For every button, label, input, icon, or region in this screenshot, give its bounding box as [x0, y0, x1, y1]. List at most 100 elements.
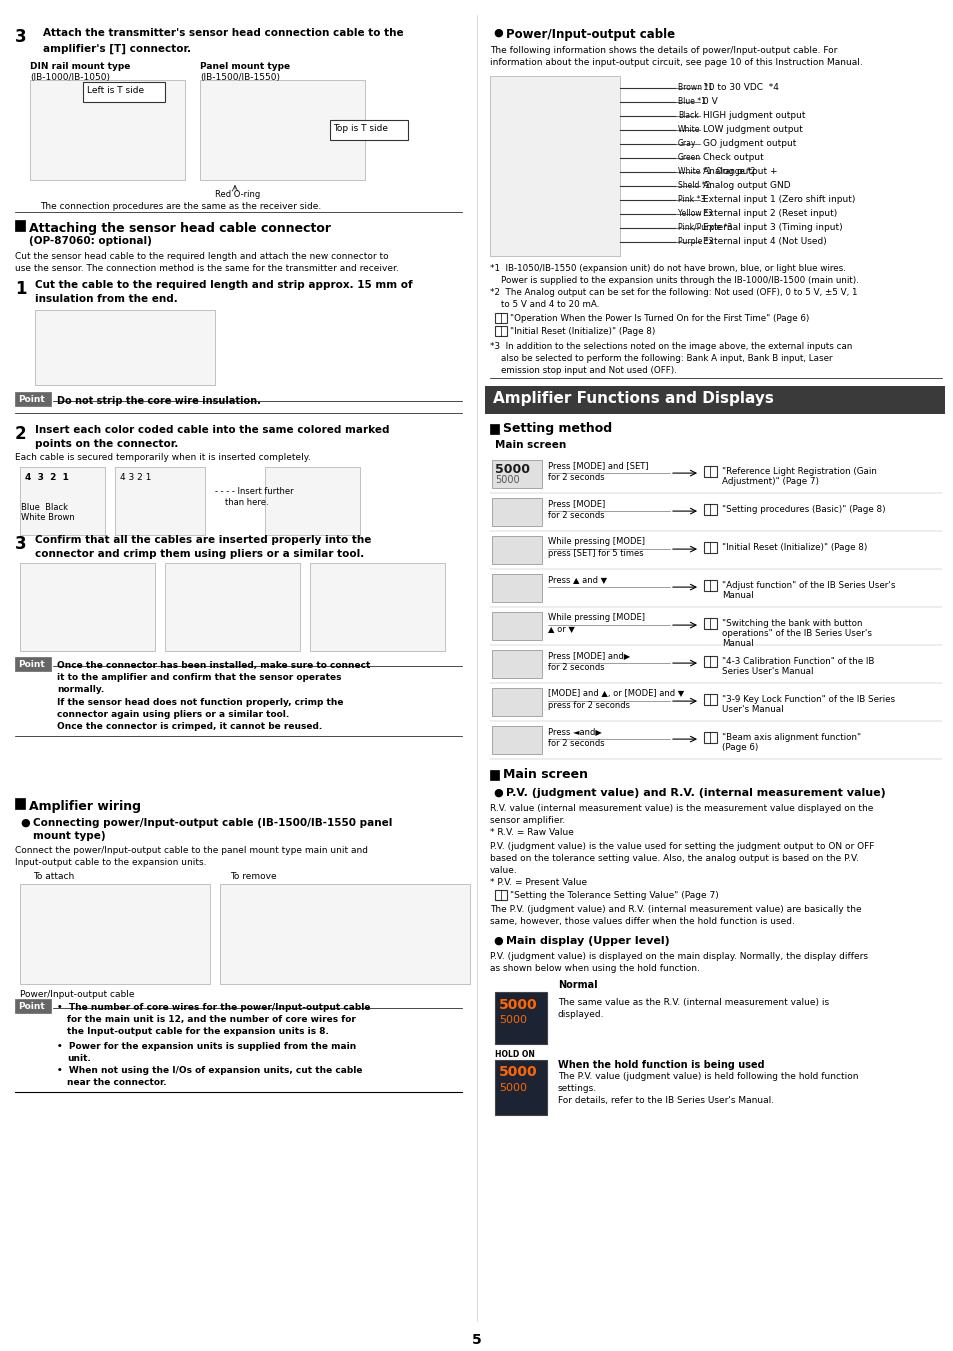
Text: Yellow *3: Yellow *3 — [678, 209, 712, 218]
Text: Input-output cable to the expansion units.: Input-output cable to the expansion unit… — [15, 858, 206, 867]
Text: Press [MODE] and▶: Press [MODE] and▶ — [547, 651, 630, 661]
Text: 4 3 2 1: 4 3 2 1 — [120, 473, 152, 482]
Bar — [703, 732, 717, 743]
Text: *3  In addition to the selections noted on the image above, the external inputs : *3 In addition to the selections noted o… — [490, 342, 851, 351]
Text: Confirm that all the cables are inserted properly into the: Confirm that all the cables are inserted… — [35, 535, 371, 544]
Text: Once the connector is crimped, it cannot be reused.: Once the connector is crimped, it cannot… — [57, 721, 322, 731]
Bar — [15, 392, 51, 407]
Text: ●: ● — [493, 788, 502, 798]
Text: •  The number of core wires for the power/Input-output cable: • The number of core wires for the power… — [57, 1002, 370, 1012]
Text: Connecting power/Input-output cable (IB-1500/IB-1550 panel: Connecting power/Input-output cable (IB-… — [33, 817, 392, 828]
Text: "Setting the Tolerance Setting Value" (Page 7): "Setting the Tolerance Setting Value" (P… — [510, 892, 718, 900]
Bar — [492, 688, 541, 716]
Text: HOLD ON: HOLD ON — [495, 1050, 535, 1059]
Bar — [495, 326, 506, 336]
Text: "Adjust function" of the IB Series User's: "Adjust function" of the IB Series User'… — [721, 581, 895, 590]
Text: Attach the transmitter's sensor head connection cable to the: Attach the transmitter's sensor head con… — [43, 28, 403, 38]
Text: Purple *3: Purple *3 — [678, 236, 713, 246]
Text: emission stop input and Not used (OFF).: emission stop input and Not used (OFF). — [490, 366, 677, 376]
Text: External input 4 (Not Used): External input 4 (Not Used) — [702, 236, 826, 246]
Bar — [703, 542, 717, 553]
Text: operations" of the IB Series User's: operations" of the IB Series User's — [721, 630, 871, 638]
Bar — [495, 890, 506, 900]
Text: Analog output +: Analog output + — [702, 168, 777, 176]
Bar — [15, 798, 25, 809]
Text: Cut the sensor head cable to the required length and attach the new connector to: Cut the sensor head cable to the require… — [15, 253, 388, 261]
Bar — [495, 1061, 546, 1115]
Bar — [495, 313, 506, 323]
Text: Point: Point — [18, 394, 45, 404]
Text: The P.V. (judgment value) and R.V. (internal measurement value) are basically th: The P.V. (judgment value) and R.V. (inte… — [490, 905, 861, 915]
Bar — [165, 563, 299, 651]
Bar — [490, 770, 498, 780]
Text: While pressing [MODE]: While pressing [MODE] — [547, 613, 644, 621]
Text: unit.: unit. — [67, 1054, 91, 1063]
Text: Brown *1: Brown *1 — [678, 82, 712, 92]
Text: ●: ● — [493, 936, 502, 946]
Text: 5000: 5000 — [498, 998, 537, 1012]
Text: The following information shows the details of power/Input-output cable. For: The following information shows the deta… — [490, 46, 837, 55]
Text: DIN rail mount type: DIN rail mount type — [30, 62, 131, 72]
Text: as shown below when using the hold function.: as shown below when using the hold funct… — [490, 965, 700, 973]
Text: press for 2 seconds: press for 2 seconds — [547, 701, 629, 711]
Bar — [30, 80, 185, 180]
Text: Main display (Upper level): Main display (Upper level) — [505, 936, 669, 946]
Text: displayed.: displayed. — [558, 1011, 604, 1019]
Text: 4  3  2  1: 4 3 2 1 — [25, 473, 69, 482]
Bar — [492, 612, 541, 640]
Text: The same value as the R.V. (internal measurement value) is: The same value as the R.V. (internal mea… — [558, 998, 828, 1006]
Text: also be selected to perform the following: Bank A input, Bank B input, Laser: also be selected to perform the followin… — [490, 354, 832, 363]
Bar — [492, 499, 541, 526]
Text: Once the connector has been installed, make sure to connect: Once the connector has been installed, m… — [57, 661, 370, 670]
Text: To remove: To remove — [230, 871, 276, 881]
Text: Power/Input-output cable: Power/Input-output cable — [20, 990, 134, 998]
Bar — [492, 459, 541, 488]
Bar — [492, 650, 541, 678]
Text: sensor amplifier.: sensor amplifier. — [490, 816, 565, 825]
Text: •  Power for the expansion units is supplied from the main: • Power for the expansion units is suppl… — [57, 1042, 355, 1051]
Text: LOW judgment output: LOW judgment output — [702, 126, 802, 134]
Bar — [330, 120, 408, 141]
Bar — [492, 725, 541, 754]
Text: Main screen: Main screen — [495, 440, 566, 450]
Text: use the sensor. The connection method is the same for the transmitter and receiv: use the sensor. The connection method is… — [15, 263, 398, 273]
Text: * P.V. = Present Value: * P.V. = Present Value — [490, 878, 586, 888]
Text: Press [MODE] and [SET]: Press [MODE] and [SET] — [547, 461, 648, 470]
Text: When the hold function is being used: When the hold function is being used — [558, 1061, 763, 1070]
Text: ●: ● — [20, 817, 30, 828]
Bar — [495, 992, 546, 1044]
Text: Point: Point — [18, 1002, 45, 1011]
Text: "Reference Light Registration (Gain: "Reference Light Registration (Gain — [721, 467, 876, 476]
Text: connector and crimp them using pliers or a similar tool.: connector and crimp them using pliers or… — [35, 549, 364, 559]
Bar — [703, 657, 717, 667]
Text: The connection procedures are the same as the receiver side.: The connection procedures are the same a… — [40, 203, 321, 211]
Text: 3: 3 — [15, 535, 27, 553]
Bar — [490, 76, 619, 255]
Text: 5000: 5000 — [498, 1084, 526, 1093]
Text: than here.: than here. — [225, 499, 269, 507]
Bar — [20, 563, 154, 651]
Text: - - - - Insert further: - - - - Insert further — [214, 486, 294, 496]
Text: User's Manual: User's Manual — [721, 705, 782, 715]
Text: (OP-87060: optional): (OP-87060: optional) — [29, 236, 152, 246]
Text: Manual: Manual — [721, 592, 753, 600]
Text: "Setting procedures (Basic)" (Page 8): "Setting procedures (Basic)" (Page 8) — [721, 505, 884, 515]
Text: Pink/Purple *3: Pink/Purple *3 — [678, 223, 732, 232]
Text: (Page 6): (Page 6) — [721, 743, 758, 753]
Text: Red O-ring: Red O-ring — [214, 190, 260, 199]
Text: Blue  Black: Blue Black — [21, 503, 68, 512]
Text: Series User's Manual: Series User's Manual — [721, 667, 813, 676]
Text: for the main unit is 12, and the number of core wires for: for the main unit is 12, and the number … — [67, 1015, 355, 1024]
Text: to 5 V and 4 to 20 mA.: to 5 V and 4 to 20 mA. — [490, 300, 598, 309]
Bar — [703, 580, 717, 592]
Text: P.V. (judgment value) is displayed on the main display. Normally, the display di: P.V. (judgment value) is displayed on th… — [490, 952, 867, 961]
Text: Point: Point — [18, 661, 45, 669]
Text: information about the input-output circuit, see page 10 of this Instruction Manu: information about the input-output circu… — [490, 58, 862, 68]
Bar — [15, 220, 25, 231]
Text: 5000: 5000 — [498, 1065, 537, 1079]
Text: ●: ● — [493, 28, 502, 38]
Text: it to the amplifier and confirm that the sensor operates: it to the amplifier and confirm that the… — [57, 673, 341, 682]
Text: * R.V. = Raw Value: * R.V. = Raw Value — [490, 828, 574, 838]
Text: Cut the cable to the required length and strip approx. 15 mm of: Cut the cable to the required length and… — [35, 280, 413, 290]
Bar — [20, 884, 210, 984]
